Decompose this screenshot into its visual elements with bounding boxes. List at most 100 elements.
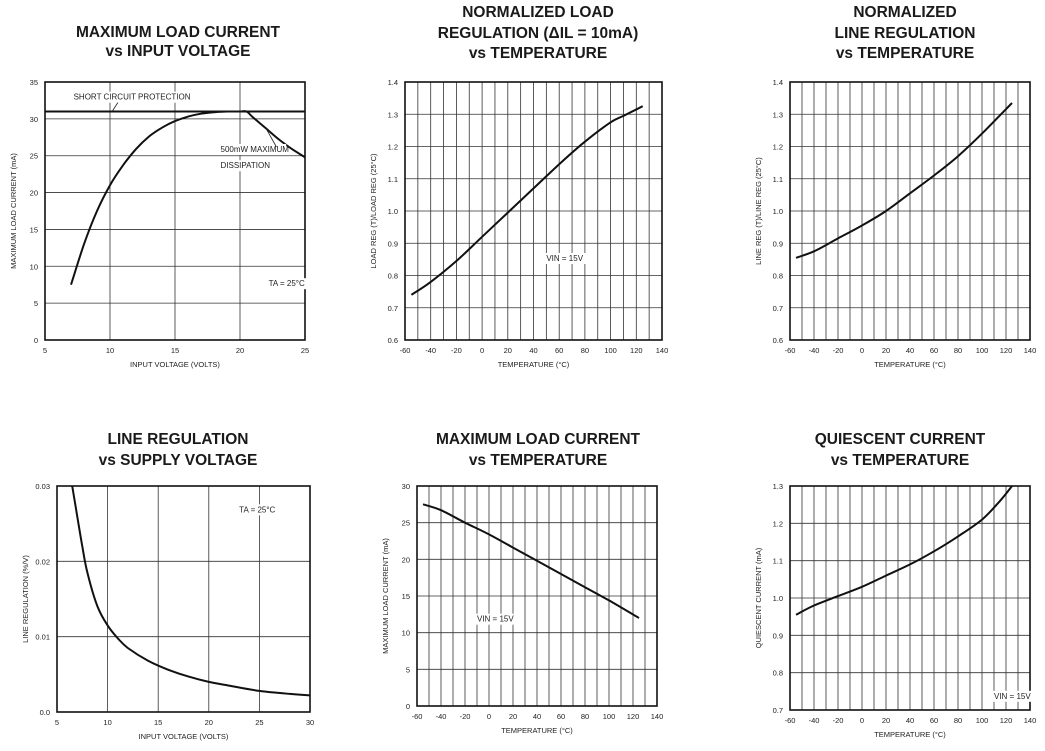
chart-max-load-current-vs-input-voltage: MAXIMUM LOAD CURRENT vs INPUT VOLTAGE 5 10 1… <box>9 24 315 369</box>
y-tick-label: 1.2 <box>388 143 398 152</box>
annotation-background <box>266 278 315 290</box>
chart-title-line: vs TEMPERATURE <box>836 45 974 62</box>
chart-annotation: DISSIPATION <box>221 161 271 170</box>
x-tick-label: 120 <box>1000 716 1013 725</box>
y-axis-label: MAXIMUM LOAD CURRENT (mA) <box>9 153 18 269</box>
x-tick-label: 80 <box>581 346 589 355</box>
y-tick-label: 25 <box>402 519 410 528</box>
y-tick-label: 0.03 <box>35 482 50 491</box>
y-tick-label: 0.0 <box>40 708 50 717</box>
y-tick-label: 1.4 <box>388 78 398 87</box>
x-tick-label: 5 <box>55 718 59 727</box>
y-tick-label: 35 <box>30 78 38 87</box>
y-tick-label: 10 <box>402 629 410 638</box>
x-tick-label: 80 <box>954 346 962 355</box>
chart-annotation: 500mW MAXIMUM <box>221 145 290 154</box>
chart-title-line: NORMALIZED <box>853 4 956 21</box>
y-tick-label: 0.8 <box>388 272 398 281</box>
x-tick-label: -20 <box>451 346 462 355</box>
chart-title-line: vs TEMPERATURE <box>469 452 607 469</box>
y-tick-label: 0.9 <box>773 239 783 248</box>
x-axis-label: TEMPERATURE (°C) <box>501 726 573 735</box>
series-line <box>795 485 1013 616</box>
y-tick-label: 1.3 <box>773 482 783 491</box>
chart-title-line: vs SUPPLY VOLTAGE <box>99 452 258 469</box>
y-tick-label: 20 <box>402 555 410 564</box>
x-tick-label: -40 <box>425 346 436 355</box>
y-tick-label: 1.1 <box>388 175 398 184</box>
x-tick-label: -60 <box>412 712 423 721</box>
x-axis-label: TEMPERATURE (°C) <box>498 360 570 369</box>
y-axis-label: LINE REG (T)/LINE REG (25°C) <box>754 157 763 265</box>
y-tick-label: 0.01 <box>35 633 50 642</box>
x-tick-label: 20 <box>504 346 512 355</box>
y-tick-label: 15 <box>30 225 38 234</box>
x-tick-label: 0 <box>480 346 484 355</box>
y-tick-label: 0.7 <box>773 304 783 313</box>
x-tick-label: 10 <box>103 718 111 727</box>
x-tick-label: 25 <box>255 718 263 727</box>
y-tick-label: 5 <box>34 299 38 308</box>
chart-title-line: QUIESCENT CURRENT <box>815 431 986 448</box>
x-tick-label: 60 <box>557 712 565 721</box>
x-tick-label: 5 <box>43 346 47 355</box>
x-tick-label: 20 <box>882 346 890 355</box>
y-tick-label: 0.6 <box>388 336 398 345</box>
y-axis-label: MAXIMUM LOAD CURRENT (mA) <box>381 538 390 654</box>
y-tick-label: 0.9 <box>773 631 783 640</box>
y-tick-label: 20 <box>30 189 38 198</box>
annotation-leader <box>112 102 119 111</box>
y-tick-label: 1.4 <box>773 78 783 87</box>
chart-quiescent-current-vs-temperature: QUIESCENT CURRENT vs TEMPERATURE -60 -40 -20… <box>754 431 1041 739</box>
x-tick-label: 120 <box>1000 346 1013 355</box>
chart-title-line: vs TEMPERATURE <box>469 45 607 62</box>
x-tick-label: 100 <box>603 712 616 721</box>
x-tick-label: 60 <box>930 346 938 355</box>
y-tick-label: 0.7 <box>388 304 398 313</box>
chart-annotation: TA = 25°C <box>239 505 275 514</box>
chart-normalized-line-regulation-vs-temperature: NORMALIZED LINE REGULATION vs TEMPERATURE -… <box>754 4 1036 369</box>
y-tick-label: 1.1 <box>773 175 783 184</box>
y-tick-label: 1.0 <box>773 207 783 216</box>
x-tick-label: -60 <box>785 716 796 725</box>
chart-title-line: MAXIMUM LOAD CURRENT <box>76 24 281 41</box>
x-tick-label: 100 <box>604 346 617 355</box>
x-tick-label: -60 <box>785 346 796 355</box>
x-tick-label: 15 <box>171 346 179 355</box>
annotation-background <box>218 144 287 156</box>
y-tick-label: 1.1 <box>773 557 783 566</box>
chart-title-line: LINE REGULATION <box>835 25 976 42</box>
y-tick-label: 0 <box>34 336 38 345</box>
y-tick-label: 0.6 <box>773 336 783 345</box>
x-tick-label: 20 <box>236 346 244 355</box>
annotation-background <box>992 690 1041 702</box>
x-tick-label: 25 <box>301 346 309 355</box>
y-tick-label: 0.02 <box>35 557 50 566</box>
chart-title-line: vs TEMPERATURE <box>831 452 969 469</box>
chart-max-load-current-vs-temperature: MAXIMUM LOAD CURRENT vs TEMPERATURE -60 -40… <box>381 431 663 735</box>
annotation-background <box>475 613 524 625</box>
x-tick-label: -20 <box>460 712 471 721</box>
plot-frame <box>404 81 663 341</box>
y-tick-label: 30 <box>402 482 410 491</box>
plot-frame <box>789 81 1031 341</box>
y-tick-label: 1.0 <box>773 594 783 603</box>
series-line <box>70 110 306 286</box>
y-tick-label: 5 <box>406 665 410 674</box>
x-tick-label: 20 <box>882 716 890 725</box>
x-tick-label: -40 <box>436 712 447 721</box>
chart-annotation: SHORT CIRCUIT PROTECTION <box>74 93 191 102</box>
chart-annotation: TA = 25°C <box>269 279 305 288</box>
x-tick-label: 140 <box>656 346 669 355</box>
x-tick-label: 20 <box>205 718 213 727</box>
chart-annotation: VIN = 15V <box>546 254 583 263</box>
chart-annotation: VIN = 15V <box>477 615 514 624</box>
chart-annotation: VIN = 15V <box>994 692 1031 701</box>
x-tick-label: 40 <box>906 346 914 355</box>
y-tick-label: 30 <box>30 115 38 124</box>
x-axis-label: INPUT VOLTAGE (VOLTS) <box>139 732 229 741</box>
y-axis-label: QUIESCENT CURRENT (mA) <box>754 547 763 648</box>
y-tick-label: 0 <box>406 702 410 711</box>
x-tick-label: 80 <box>954 716 962 725</box>
annotation-background <box>218 160 277 172</box>
